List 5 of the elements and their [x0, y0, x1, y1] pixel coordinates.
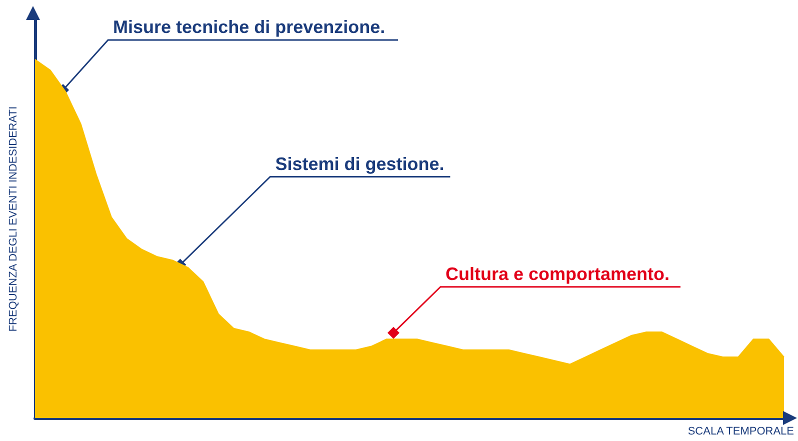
annotation: Cultura e comportamento.: [445, 264, 670, 284]
x-axis-title: SCALA TEMPORALE: [688, 426, 794, 438]
annotation: Sistemi di gestione.: [275, 154, 444, 174]
y-axis-title: FREQUENZA DEGLI EVENTI INDESIDERATI: [8, 106, 20, 332]
text: Misure tecniche di prevenzione.: [113, 17, 386, 38]
